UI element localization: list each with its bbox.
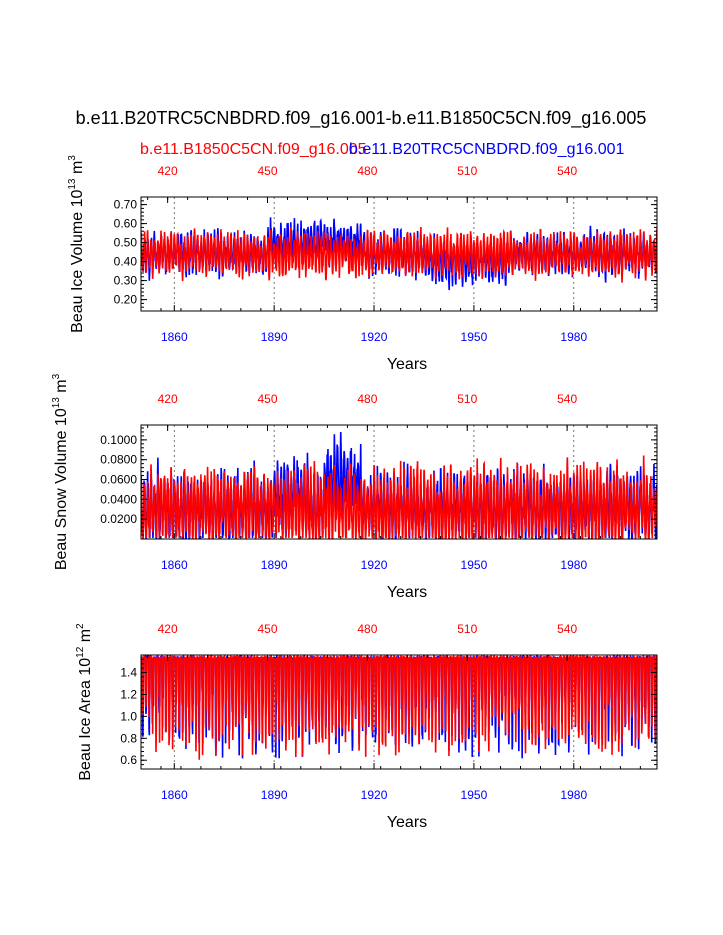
y-tick-label: 0.60 (114, 217, 138, 231)
y-label-unit: m (69, 161, 86, 179)
y-tick-label: 0.20 (114, 293, 138, 307)
chart-panel-2: 0.0200 0.0400 0.0600 0.0800 0.1000 1860 1890 19… (51, 373, 658, 601)
top-tick-label: 420 (158, 622, 178, 636)
top-tick-label: 540 (557, 392, 577, 406)
x-axis-label: Years (387, 814, 427, 831)
top-tick-label: 510 (457, 622, 477, 636)
y-tick-label: 0.8 (120, 731, 137, 745)
top-tick-label: 540 (557, 622, 577, 636)
legend-blue-label: b.e11.B20TRC5CNBDRD.f09_g16.001 (349, 141, 625, 158)
y-axis-label: Beau Ice Area 1012 m2 (75, 623, 94, 781)
x-tick-label: 1920 (361, 558, 388, 572)
x-tick-label: 1860 (161, 788, 188, 802)
top-tick-label: 450 (257, 392, 277, 406)
top-tick-label: 540 (557, 164, 577, 178)
y-tick-label: 0.30 (114, 274, 138, 288)
x-tick-label: 1890 (261, 558, 288, 572)
x-tick-label: 1920 (361, 788, 388, 802)
x-axis-label: Years (387, 584, 427, 601)
x-tick-label: 1860 (161, 558, 188, 572)
top-tick-label: 480 (357, 164, 377, 178)
top-tick-label: 450 (257, 622, 277, 636)
y-tick-label: 0.6 (120, 753, 137, 767)
top-tick-label: 480 (357, 392, 377, 406)
x-tick-label: 1860 (161, 330, 188, 344)
chart-panels: 0.20 0.30 0.40 0.50 0.60 0.70 1860 1890 1920 1950… (51, 155, 658, 831)
x-tick-label: 1950 (461, 788, 488, 802)
y-label-main: Beau Ice Area 10 (77, 658, 94, 781)
top-tick-label: 450 (257, 164, 277, 178)
plot-frame (140, 424, 658, 540)
series-line-red (141, 655, 657, 760)
top-tick-label: 510 (457, 392, 477, 406)
y-tick-label: 0.0200 (100, 512, 137, 526)
series-line-red (141, 226, 657, 283)
y-tick-label: 1.0 (120, 709, 137, 723)
x-tick-label: 1890 (261, 788, 288, 802)
x-axis-label: Years (387, 356, 427, 373)
series-line-red (141, 455, 657, 539)
x-tick-label: 1980 (560, 330, 587, 344)
top-tick-label: 510 (457, 164, 477, 178)
legend-red-label: b.e11.B1850C5CN.f09_g16.005 (140, 141, 367, 158)
y-tick-label: 0.50 (114, 236, 138, 250)
x-tick-label: 1920 (361, 330, 388, 344)
y-tick-label: 0.40 (114, 255, 138, 269)
y-tick-label: 0.1000 (100, 433, 137, 447)
x-tick-label: 1950 (461, 330, 488, 344)
y-label-main: Beau Snow Volume 10 (53, 408, 70, 570)
y-tick-label: 0.70 (114, 198, 138, 212)
y-axis-label: Beau Snow Volume 1013 m3 (51, 373, 70, 570)
y-label-exponent: 12 (75, 646, 86, 658)
y-label-unit-exponent: 3 (51, 373, 62, 379)
chart-panel-1: 0.20 0.30 0.40 0.50 0.60 0.70 1860 1890 1920 1950… (67, 155, 658, 373)
top-tick-label: 420 (158, 392, 178, 406)
y-tick-label: 1.4 (120, 666, 137, 680)
y-label-exponent: 13 (51, 397, 62, 409)
top-tick-label: 420 (158, 164, 178, 178)
y-label-unit-exponent: 2 (75, 623, 86, 629)
chart-panel-3: 0.6 0.8 1.0 1.2 1.4 1860 1890 1920 1950 1980 420 45… (75, 622, 658, 831)
y-tick-label: 0.0600 (100, 473, 137, 487)
y-tick-label: 1.2 (120, 687, 137, 701)
y-tick-label: 0.0400 (100, 492, 137, 506)
x-tick-label: 1950 (461, 558, 488, 572)
x-tick-label: 1890 (261, 330, 288, 344)
y-axis-label: Beau Ice Volume 1013 m3 (67, 155, 86, 333)
y-label-unit-exponent: 3 (67, 155, 78, 161)
x-tick-label: 1980 (560, 788, 587, 802)
y-label-exponent: 13 (67, 178, 78, 190)
x-tick-label: 1980 (560, 558, 587, 572)
figure-title: b.e11.B20TRC5CNBDRD.f09_g16.001-b.e11.B1… (76, 108, 647, 129)
y-label-unit: m (77, 629, 94, 647)
y-tick-label: 0.0800 (100, 453, 137, 467)
y-label-main: Beau Ice Volume 10 (69, 190, 86, 333)
y-label-unit: m (53, 379, 70, 397)
top-tick-label: 480 (357, 622, 377, 636)
